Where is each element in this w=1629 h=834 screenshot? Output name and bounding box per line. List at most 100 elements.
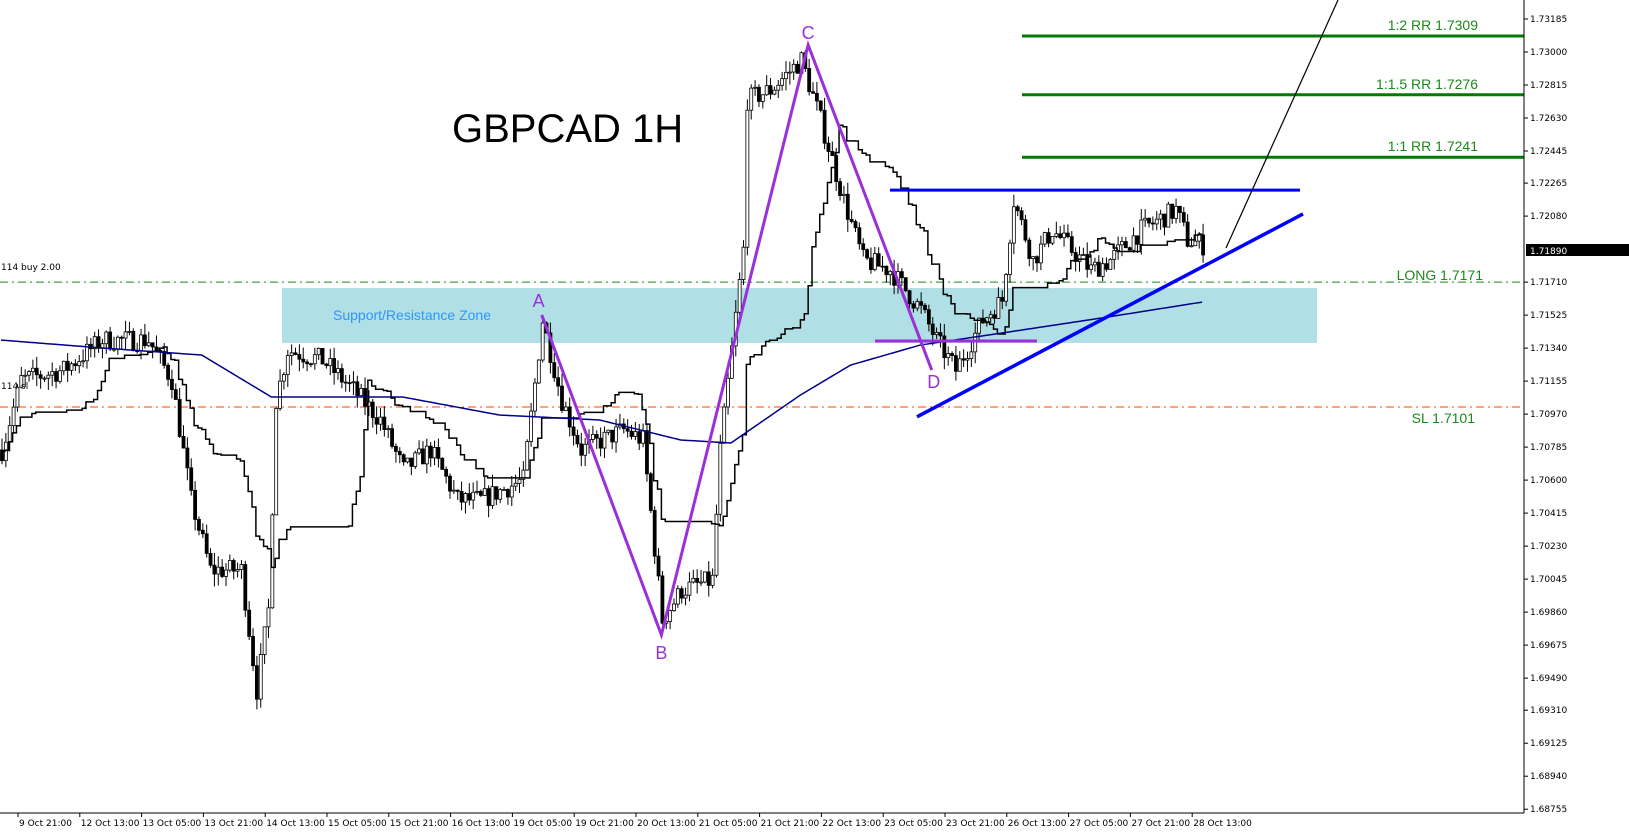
candle [382, 416, 387, 430]
candle [961, 358, 966, 361]
x-tick-label: 22 Oct 13:00 [822, 819, 881, 829]
candle [899, 271, 904, 279]
candle [181, 435, 186, 449]
candle [189, 467, 194, 491]
x-tick-label: 16 Oct 13:00 [452, 819, 511, 829]
candle [710, 574, 715, 586]
candle [818, 100, 823, 111]
candle [780, 78, 785, 86]
candle [753, 86, 757, 89]
candle [625, 428, 630, 432]
candle [923, 304, 927, 311]
candle [741, 246, 746, 280]
y-tick-label: 1.71340 [1530, 344, 1567, 354]
candle [865, 249, 869, 259]
candle [154, 346, 159, 351]
candle [1038, 243, 1043, 264]
candle [675, 588, 680, 605]
candle [96, 336, 101, 349]
candle [672, 603, 676, 612]
pattern-point-d: D [927, 372, 940, 392]
candle [432, 446, 437, 459]
y-tick-label: 1.69675 [1530, 641, 1567, 651]
candle [339, 368, 344, 383]
candle [884, 265, 889, 276]
candle [254, 665, 259, 700]
candle [606, 429, 611, 433]
candle [224, 569, 228, 577]
candle [954, 355, 958, 372]
candle [517, 478, 522, 484]
candle [679, 588, 684, 599]
candle [262, 626, 267, 655]
x-tick-label: 13 Oct 05:00 [143, 819, 202, 829]
candle [490, 486, 495, 506]
ascending-trendline [916, 212, 1304, 419]
candle [614, 426, 618, 443]
candle [764, 85, 769, 96]
candle [814, 92, 819, 102]
candle [227, 560, 232, 571]
candle [123, 331, 128, 339]
y-tick-label: 1.70600 [1530, 476, 1567, 486]
candle [533, 382, 537, 412]
candle [297, 354, 302, 360]
candle [1062, 232, 1066, 239]
candle [575, 434, 580, 445]
candle [92, 336, 97, 350]
candle [139, 334, 143, 352]
candle [726, 377, 730, 408]
candle [610, 429, 615, 443]
candle [1143, 217, 1148, 221]
candle [1131, 235, 1136, 251]
candle [919, 301, 924, 306]
candle [529, 410, 533, 442]
candle [193, 489, 198, 520]
candle [220, 566, 225, 577]
candle [1004, 274, 1009, 302]
x-tick-label: 13 Oct 21:00 [204, 819, 263, 829]
candle [807, 68, 812, 93]
candle [212, 564, 217, 575]
candle [305, 361, 309, 365]
candle [1011, 206, 1016, 244]
candle [494, 486, 499, 500]
candle [772, 89, 777, 95]
candle [702, 571, 707, 583]
candle [440, 457, 445, 470]
candle [131, 330, 136, 351]
price-axis-panel [1524, 0, 1629, 834]
candle [1089, 264, 1093, 270]
moving-average-line [0, 301, 1203, 444]
candle [451, 489, 456, 492]
y-tick-label: 1.72630 [1530, 114, 1567, 124]
candle [946, 353, 951, 359]
candle [421, 448, 425, 465]
candle [1015, 206, 1020, 212]
candle [876, 253, 881, 267]
candle [1073, 252, 1078, 262]
candle [1077, 254, 1082, 262]
candle [1181, 212, 1186, 223]
candle [768, 85, 773, 95]
candle [424, 445, 429, 465]
candle [332, 358, 337, 374]
candle [1058, 233, 1063, 239]
candle [386, 428, 391, 431]
candle [513, 482, 518, 487]
candle [417, 448, 421, 454]
candle [1127, 247, 1132, 251]
candle [791, 63, 796, 73]
candle [637, 431, 642, 444]
y-tick-label: 1.70045 [1530, 575, 1567, 585]
candle [475, 490, 479, 493]
candle [289, 352, 294, 356]
candle [482, 488, 487, 496]
y-tick-label: 1.72080 [1530, 212, 1567, 222]
candle [745, 109, 750, 248]
candle [911, 303, 916, 309]
x-tick-label: 23 Oct 05:00 [884, 819, 943, 829]
candle [204, 533, 209, 554]
candle [590, 434, 595, 440]
